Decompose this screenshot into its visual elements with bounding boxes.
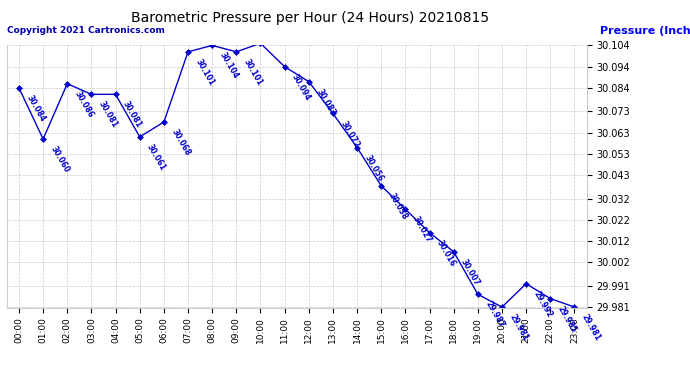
Text: 30.081: 30.081 [97, 100, 119, 130]
Text: 30.081: 30.081 [121, 100, 144, 130]
Text: Pressure (Inches/Hg): Pressure (Inches/Hg) [600, 26, 690, 36]
Text: Copyright 2021 Cartronics.com: Copyright 2021 Cartronics.com [7, 26, 165, 35]
Text: 30.060: 30.060 [49, 145, 71, 174]
Text: Barometric Pressure per Hour (24 Hours) 20210815: Barometric Pressure per Hour (24 Hours) … [131, 11, 490, 25]
Text: 30.061: 30.061 [146, 142, 168, 172]
Text: 29.985: 29.985 [556, 304, 578, 334]
Text: 30.105: 30.105 [0, 374, 1, 375]
Text: 29.992: 29.992 [532, 289, 554, 319]
Text: 30.007: 30.007 [460, 257, 482, 287]
Text: 29.981: 29.981 [508, 313, 530, 342]
Text: 30.038: 30.038 [387, 191, 409, 221]
Text: 30.094: 30.094 [290, 72, 313, 102]
Text: 29.987: 29.987 [484, 300, 506, 330]
Text: 30.016: 30.016 [435, 238, 457, 268]
Text: 30.068: 30.068 [170, 128, 192, 158]
Text: 30.104: 30.104 [218, 51, 240, 81]
Text: 30.056: 30.056 [363, 153, 385, 183]
Text: 30.072: 30.072 [339, 119, 361, 149]
Text: 30.086: 30.086 [73, 89, 95, 119]
Text: 29.981: 29.981 [580, 313, 602, 342]
Text: 30.027: 30.027 [411, 215, 433, 244]
Text: 30.087: 30.087 [315, 87, 337, 117]
Text: 30.101: 30.101 [194, 57, 216, 87]
Text: 30.101: 30.101 [242, 57, 264, 87]
Text: 30.084: 30.084 [25, 93, 47, 123]
